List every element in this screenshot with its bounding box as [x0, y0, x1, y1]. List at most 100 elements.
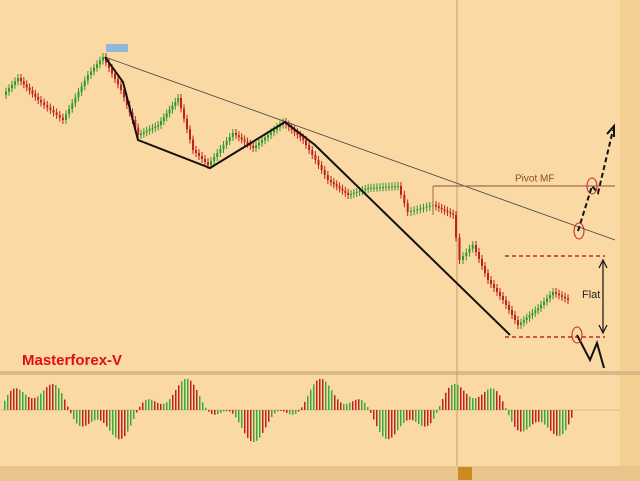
start-marker — [106, 44, 128, 52]
indicator-bar — [172, 394, 174, 410]
indicator-bar — [103, 410, 105, 424]
candle-body — [379, 187, 381, 189]
candle-body — [198, 153, 200, 156]
indicator-bar — [193, 384, 195, 410]
candle-body — [416, 209, 419, 211]
candle-body — [302, 137, 305, 140]
indicator-bar — [208, 410, 210, 412]
candle-body — [240, 137, 243, 140]
indicator-bar — [154, 401, 156, 410]
candle-body — [192, 139, 194, 150]
indicator-bar — [217, 410, 219, 415]
candle-body — [137, 127, 140, 135]
indicator-bar — [340, 402, 342, 410]
candle-body — [367, 188, 370, 189]
indicator-bar — [412, 410, 414, 421]
indicator-bar — [76, 410, 78, 424]
candle-body — [58, 115, 61, 118]
candle-body — [183, 108, 185, 119]
indicator-bar — [484, 391, 486, 410]
candle-body — [17, 78, 19, 82]
indicator-bar — [157, 402, 159, 410]
candle-body — [397, 186, 399, 187]
indicator-bar — [202, 402, 204, 410]
indicator-bar — [568, 410, 570, 425]
candle-body — [216, 153, 219, 157]
indicator-bar — [199, 396, 201, 410]
candle-body — [83, 80, 86, 87]
indicator-bar — [160, 403, 162, 410]
indicator-bar — [232, 410, 234, 414]
indicator-bar — [313, 384, 315, 410]
candle-body — [210, 161, 212, 165]
candle-body — [511, 310, 513, 315]
indicator-bar — [382, 410, 384, 437]
candle-body — [317, 160, 320, 165]
indicator-bar — [79, 410, 81, 426]
candle-body — [162, 117, 165, 122]
indicator-bar — [283, 410, 285, 412]
candle-body — [276, 127, 278, 130]
time-marker — [458, 467, 472, 480]
indicator-bar — [550, 410, 552, 431]
indicator-bar — [274, 410, 276, 414]
indicator-bar — [196, 390, 198, 410]
candle-body — [555, 292, 557, 294]
candle-body — [96, 64, 98, 68]
candle-body — [370, 187, 372, 189]
indicator-bar — [337, 399, 339, 410]
candle-body — [46, 105, 49, 108]
indicator-bar — [325, 381, 327, 410]
indicator-bar — [31, 398, 33, 410]
candle-body — [347, 192, 350, 195]
candle-body — [174, 101, 177, 106]
indicator-bar — [508, 410, 510, 416]
candle-body — [243, 139, 246, 142]
candle-body — [61, 117, 64, 120]
candle-body — [114, 73, 116, 79]
indicator-bar — [346, 403, 348, 410]
indicator-bar — [376, 410, 378, 427]
indicator-bar — [463, 390, 465, 410]
candle-body — [549, 295, 551, 299]
indicator-bar — [220, 410, 222, 413]
candle-body — [168, 109, 171, 114]
candle-body — [326, 175, 329, 180]
candle-body — [22, 81, 25, 85]
bull-scenario — [577, 129, 614, 232]
candle-body — [102, 57, 104, 61]
candle-body — [455, 215, 457, 238]
candle-body — [499, 292, 501, 296]
candle-body — [410, 211, 412, 213]
flat-label: Flat — [582, 289, 600, 301]
indicator-bar — [562, 410, 564, 434]
candle-body — [171, 105, 174, 110]
indicator-bar — [262, 410, 264, 433]
candle-body — [344, 190, 347, 193]
candle-body — [207, 162, 209, 165]
indicator-bar — [520, 410, 522, 432]
candle-body — [422, 207, 425, 209]
indicator-bar — [424, 410, 426, 427]
indicator-bar — [388, 410, 390, 440]
indicator-bar — [328, 385, 330, 410]
circle-trend — [573, 222, 585, 240]
candle-body — [273, 129, 275, 133]
indicator-bar — [247, 410, 249, 438]
candle-body — [437, 206, 440, 208]
candle-body — [543, 301, 545, 305]
price-axis — [620, 0, 640, 481]
bull-arrow — [606, 123, 615, 137]
candle-body — [204, 159, 206, 162]
candle-body — [20, 78, 22, 82]
indicator-bar — [211, 410, 213, 415]
candle-body — [335, 184, 338, 187]
candle-body — [267, 135, 269, 138]
candle-body — [406, 203, 409, 212]
circle-pivot — [586, 177, 598, 195]
indicator-bar — [373, 410, 375, 420]
indicator-bar — [253, 410, 255, 442]
indicator-bar — [127, 410, 129, 432]
indicator-bar — [229, 410, 231, 412]
candle-body — [338, 186, 341, 189]
